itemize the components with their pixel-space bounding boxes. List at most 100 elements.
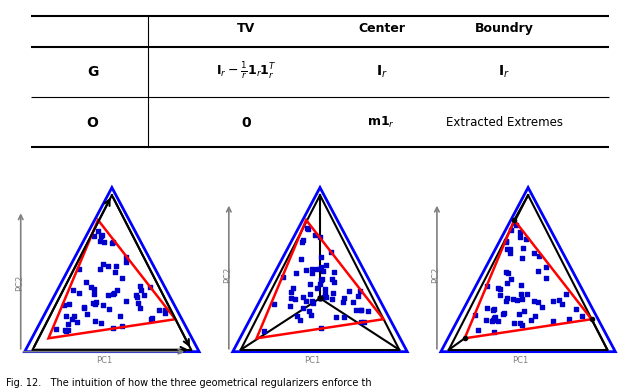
Point <box>533 299 543 305</box>
Point <box>314 234 324 241</box>
Point <box>120 254 131 260</box>
Point <box>108 325 118 331</box>
Point <box>104 306 114 312</box>
Point <box>286 289 296 296</box>
Point <box>95 320 106 326</box>
Point <box>490 314 500 320</box>
Point <box>298 305 308 312</box>
Point <box>88 300 99 306</box>
Point <box>516 282 526 288</box>
Point <box>499 310 509 317</box>
Point <box>516 291 526 297</box>
Point <box>533 268 543 275</box>
Point <box>305 291 316 297</box>
Point <box>557 300 567 307</box>
Point <box>317 276 327 282</box>
Point <box>356 307 366 313</box>
Point <box>351 307 361 313</box>
Point <box>159 307 170 314</box>
Point <box>522 291 532 297</box>
Text: G: G <box>87 65 99 78</box>
Point <box>317 268 328 274</box>
Point <box>533 253 543 259</box>
Point <box>493 318 503 324</box>
Point <box>147 315 157 321</box>
Point <box>312 266 322 273</box>
Point <box>509 319 520 326</box>
Point <box>110 269 120 275</box>
Point <box>259 328 269 335</box>
Point <box>145 284 155 290</box>
Point <box>139 292 149 298</box>
Point <box>508 296 518 302</box>
Text: PC2: PC2 <box>223 267 232 284</box>
Point <box>301 225 312 231</box>
Point <box>99 239 109 245</box>
Point <box>547 318 557 324</box>
Point <box>103 263 113 269</box>
Point <box>572 306 582 312</box>
Point <box>547 298 557 304</box>
Point <box>111 287 122 293</box>
Point <box>117 275 127 281</box>
Point <box>506 227 516 234</box>
Point <box>305 312 316 318</box>
Point <box>339 295 349 301</box>
Point <box>541 263 551 269</box>
Point <box>69 313 79 319</box>
Point <box>482 282 492 289</box>
Point <box>310 231 320 238</box>
Point <box>321 294 331 300</box>
Point <box>502 246 512 252</box>
Point <box>90 318 100 324</box>
Point <box>353 292 364 299</box>
Point <box>488 317 499 323</box>
Point <box>121 259 131 265</box>
Point <box>316 277 326 283</box>
Point <box>488 307 498 313</box>
Point <box>501 298 511 304</box>
Point <box>63 321 74 327</box>
Point <box>82 310 92 317</box>
Point <box>316 324 326 331</box>
Point <box>515 320 525 326</box>
Text: Extracted Extremes: Extracted Extremes <box>446 116 563 129</box>
Point <box>286 295 296 301</box>
Point <box>488 329 499 335</box>
Point <box>86 284 96 290</box>
Point <box>95 233 106 239</box>
Point <box>514 311 524 317</box>
Point <box>115 312 125 319</box>
Point <box>500 239 511 245</box>
Point <box>297 239 307 245</box>
Point <box>307 266 317 273</box>
Point <box>327 296 337 302</box>
Point <box>519 308 529 314</box>
Point <box>506 276 516 282</box>
Point <box>79 304 89 310</box>
Point <box>107 240 117 246</box>
Point <box>319 294 329 300</box>
Point <box>536 304 547 310</box>
Point <box>93 228 103 234</box>
Point <box>492 285 502 291</box>
Text: TV: TV <box>237 22 255 35</box>
Point <box>328 290 338 296</box>
Point <box>301 298 311 304</box>
Point <box>95 266 105 272</box>
Point <box>131 292 141 298</box>
Text: Fig. 12.   The intuition of how the three geometrical regularizers enforce th: Fig. 12. The intuition of how the three … <box>6 378 372 388</box>
Point <box>518 245 528 251</box>
Point <box>291 312 301 319</box>
Point <box>135 283 145 289</box>
Point <box>529 312 540 319</box>
Point <box>278 274 288 280</box>
Point <box>147 316 157 323</box>
Point <box>515 229 525 235</box>
Point <box>307 298 317 305</box>
Point <box>287 285 298 291</box>
Point <box>88 286 99 292</box>
Point <box>305 281 316 287</box>
Point <box>74 290 84 296</box>
Point <box>59 302 69 308</box>
